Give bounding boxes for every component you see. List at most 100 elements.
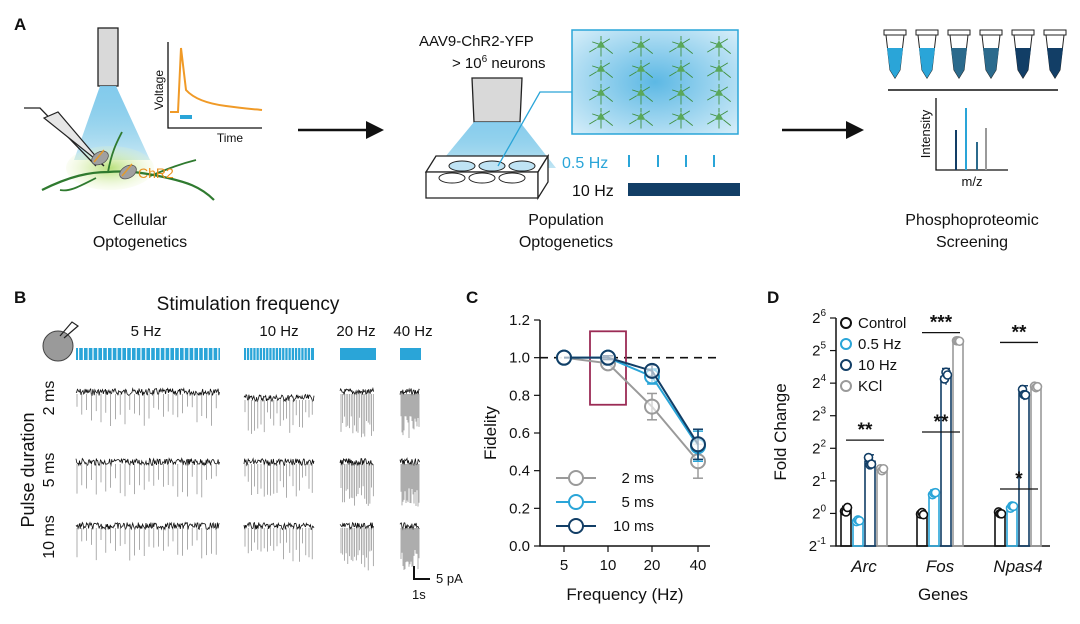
data-point (556, 349, 572, 366)
data-point (644, 362, 660, 379)
arrow-2-head-icon (846, 121, 864, 139)
bar (940, 375, 952, 547)
stim-gap (265, 348, 267, 360)
proteomics-illustration: Intensity m/z Phosphoproteomic Screening (883, 29, 1067, 251)
led-source-icon (471, 77, 523, 123)
stim-gap (116, 348, 118, 360)
stimulus-pulse-bar (180, 115, 192, 119)
stim-gap (255, 348, 257, 360)
stim-gap (297, 348, 299, 360)
pulse-duration-label: Pulse duration (18, 412, 38, 527)
spike-trace (76, 394, 217, 426)
spectrum-peaks (955, 108, 987, 170)
stim-gap (193, 348, 195, 360)
y-tick-label: 0.4 (509, 463, 530, 480)
replicate-point (1020, 390, 1031, 400)
panel-c: C 0.0 0.2 0.4 0.6 0.8 1.0 1.2 5 10 20 40 Frequency … (466, 288, 716, 604)
bar (928, 493, 940, 547)
well-plate-icon (424, 153, 550, 201)
legend-marker (568, 494, 584, 510)
replicate-point (1008, 501, 1019, 512)
stim-gap (268, 348, 270, 360)
spike-trace (244, 464, 313, 498)
chr2-channel-icon (91, 149, 137, 180)
stim-gap (202, 348, 204, 360)
stim-gap (102, 348, 104, 360)
light-beam-icon (74, 86, 150, 160)
stim-gap (287, 348, 289, 360)
arrow-1-head-icon (366, 121, 384, 139)
noise-trace (243, 393, 315, 403)
time-label: Time (217, 131, 244, 145)
noise-trace (75, 387, 220, 397)
stim-gap (294, 348, 295, 360)
stim-gap (145, 348, 147, 360)
replicate-point (842, 502, 853, 513)
series-line (564, 356, 699, 447)
legend-marker (840, 380, 852, 392)
stim-gap (106, 348, 108, 360)
legend-marker (840, 338, 852, 350)
voltage-label: Voltage (152, 70, 166, 110)
stim-gap (87, 348, 89, 360)
legend-label: KCl (858, 378, 882, 395)
stim-gap (249, 348, 251, 360)
stim-gap (262, 348, 263, 360)
x-axis-label: Frequency (Hz) (566, 585, 683, 604)
x-tick-label: 10 (600, 557, 617, 574)
bar (1006, 506, 1018, 547)
legend-label: 5 ms (621, 494, 654, 511)
panel-a: A ChR2 Voltage Time Ce (14, 15, 1067, 251)
stim-gap (300, 348, 302, 360)
replicate-point (954, 336, 965, 347)
stimulation-bars (76, 348, 421, 360)
chr2-label: ChR2 (138, 165, 174, 181)
x-tick-label: 20 (644, 557, 661, 574)
x-axis-label: Genes (918, 585, 968, 604)
y-tick-label: 0.6 (509, 425, 530, 442)
inset-axes (167, 42, 262, 129)
vector-label: AAV9-ChR2-YFP (419, 33, 534, 50)
electrophysiology-traces (75, 387, 420, 571)
spike-trace (244, 528, 313, 562)
noise-trace (399, 387, 420, 396)
category-label: Arc (850, 557, 877, 576)
scale-bar (413, 566, 430, 580)
y-tick-label: 22 (812, 438, 826, 457)
freq-label-10hz: 10 Hz (259, 323, 298, 340)
stim-gap (174, 348, 176, 360)
stim-gap (159, 348, 161, 360)
panel-d-label: D (767, 288, 779, 307)
high-frequency-label: 10 Hz (572, 183, 614, 200)
stim-gap (121, 348, 123, 360)
zoom-connector (497, 91, 572, 167)
stim-bar-40hz (400, 348, 421, 360)
stim-gap (183, 348, 185, 360)
stim-gap (207, 348, 209, 360)
scale-current-label: 5 pA (436, 571, 463, 586)
stim-gap (150, 348, 152, 360)
replicate-point (996, 509, 1007, 519)
y-tick-label: 23 (812, 406, 826, 425)
noise-trace (339, 457, 374, 467)
legend-marker (568, 470, 584, 486)
stim-gap (246, 348, 247, 360)
x-tick-label: 5 (560, 557, 568, 574)
low-frequency-label: 0.5 Hz (562, 155, 608, 172)
legend-label: 2 ms (621, 470, 654, 487)
freq-label-5hz: 5 Hz (131, 323, 162, 340)
y-tick-label: 2-1 (809, 536, 827, 555)
y-tick-label: 0.0 (509, 538, 530, 555)
cellular-caption-line2: Optogenetics (93, 234, 187, 251)
bar (876, 468, 888, 547)
panel-b-label: B (14, 288, 26, 307)
legend-label: 10 ms (613, 518, 654, 535)
stim-gap (274, 348, 276, 360)
noise-trace (75, 457, 220, 467)
panel-b: B Stimulation frequency 5 Hz 10 Hz 20 Hz… (14, 288, 463, 602)
patch-pipette-icon (42, 111, 105, 167)
stim-gap (278, 348, 279, 360)
spike-trace (400, 464, 420, 507)
data-point (600, 349, 616, 366)
